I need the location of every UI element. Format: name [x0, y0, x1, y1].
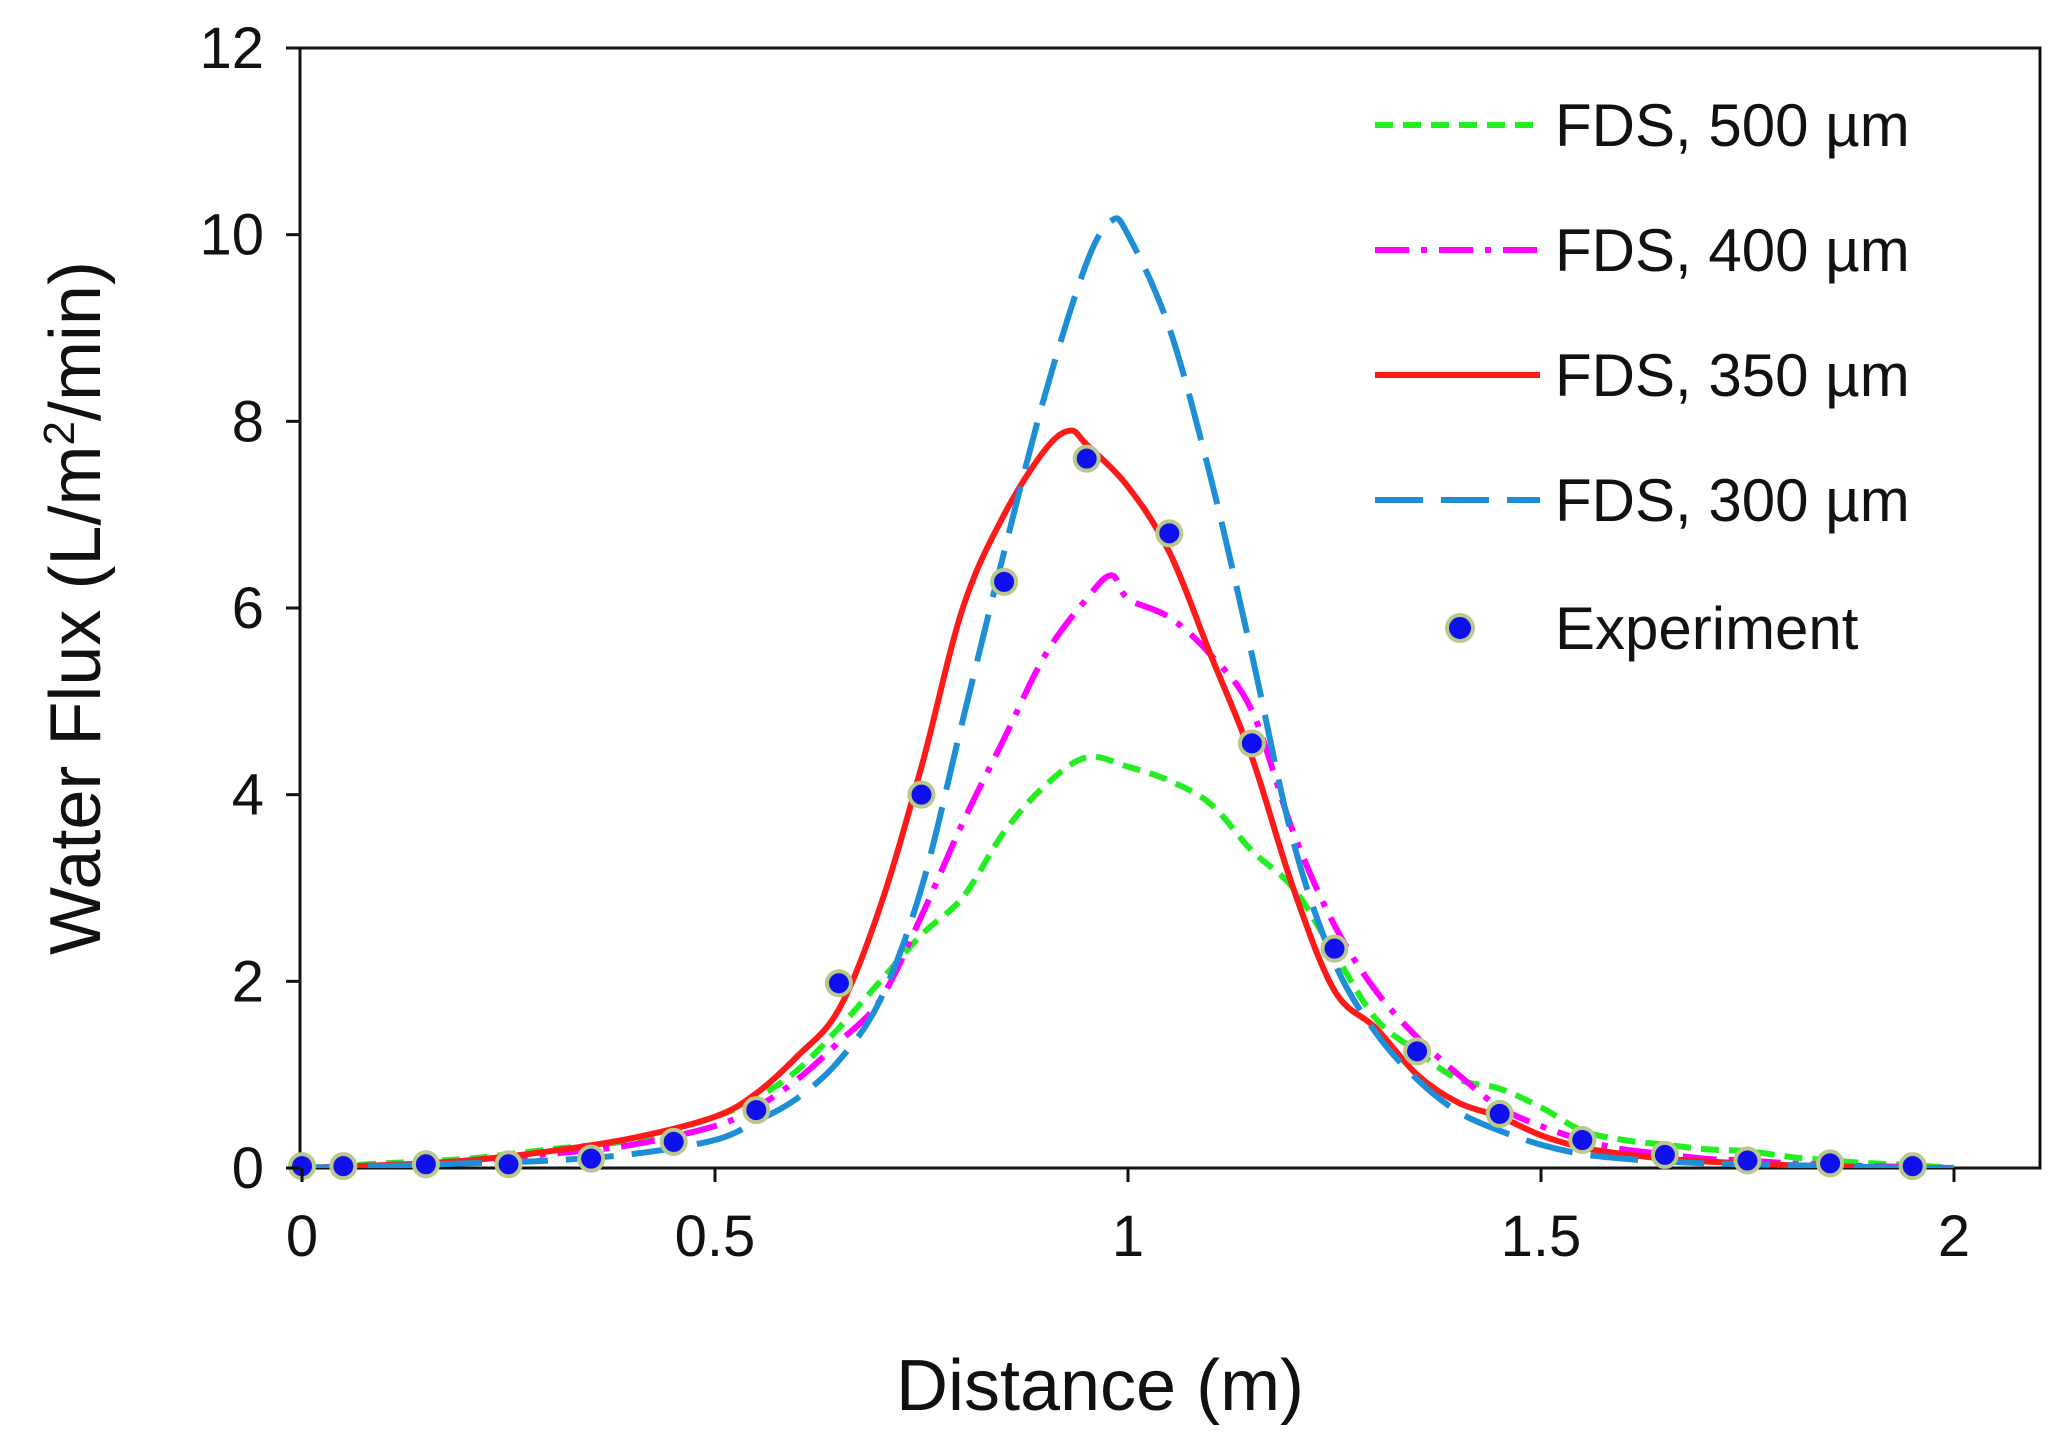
experiment-point — [329, 1152, 358, 1181]
experiment-point — [1485, 1099, 1514, 1128]
legend-label: FDS, 300 µm — [1555, 467, 1910, 534]
y-tick-label: 4 — [232, 763, 264, 828]
y-tick-label: 10 — [199, 203, 264, 268]
legend-label: FDS, 400 µm — [1555, 217, 1910, 284]
legend-swatch — [1445, 613, 1475, 643]
y-axis: 0 2 4 6 8 10 12 — [199, 16, 300, 1201]
x-tick-label: 2 — [1938, 1204, 1970, 1269]
experiment-point — [1898, 1152, 1927, 1181]
y-tick-label: 8 — [232, 389, 264, 454]
experiment-point — [494, 1150, 523, 1179]
legend-label: FDS, 500 µm — [1555, 92, 1910, 159]
experiment-point — [1155, 519, 1184, 548]
series-line — [301, 753, 1955, 1168]
experiment-point — [1072, 444, 1101, 473]
x-tick-label: 0.5 — [675, 1204, 756, 1269]
x-tick-label: 0 — [286, 1204, 318, 1269]
y-tick-label: 6 — [232, 576, 264, 641]
series-line — [301, 572, 1955, 1168]
experiment-points-layer — [288, 444, 1927, 1181]
y-axis-title-end: /min) — [36, 261, 116, 421]
experiment-point — [1733, 1146, 1762, 1175]
experiment-point — [1568, 1126, 1597, 1154]
x-tick-label: 1 — [1112, 1204, 1144, 1269]
y-tick-label: 2 — [232, 949, 264, 1014]
experiment-point — [1650, 1140, 1679, 1169]
experiment-point — [659, 1127, 688, 1156]
plot-area — [298, 46, 2042, 1170]
x-axis: 0 0.5 1 1.5 2 — [286, 1168, 1970, 1269]
experiment-point — [1816, 1149, 1845, 1178]
y-tick-label: 0 — [232, 1136, 264, 1201]
experiment-point — [1320, 934, 1349, 963]
experiment-point — [1237, 729, 1266, 758]
y-axis-title-superscript: 2 — [35, 421, 84, 445]
experiment-point — [742, 1096, 771, 1125]
experiment-point — [824, 969, 853, 998]
experiment-point — [411, 1150, 440, 1179]
legend-label: Experiment — [1555, 595, 1859, 662]
y-axis-title-main: Water Flux (L/m — [36, 446, 116, 955]
experiment-point — [577, 1144, 606, 1173]
experiment-point — [907, 780, 936, 809]
experiment-point — [1403, 1037, 1432, 1066]
legend-label: FDS, 350 µm — [1555, 342, 1910, 409]
y-axis-title: Water Flux (L/m2/min) — [35, 261, 116, 955]
experiment-point — [990, 567, 1019, 596]
legend: FDS, 500 µm FDS, 400 µm FDS, 350 µm FDS, 30… — [1375, 92, 1910, 662]
x-axis-title: Distance (m) — [896, 1346, 1304, 1426]
y-tick-label: 12 — [199, 16, 264, 81]
x-tick-label: 1.5 — [1501, 1204, 1582, 1269]
